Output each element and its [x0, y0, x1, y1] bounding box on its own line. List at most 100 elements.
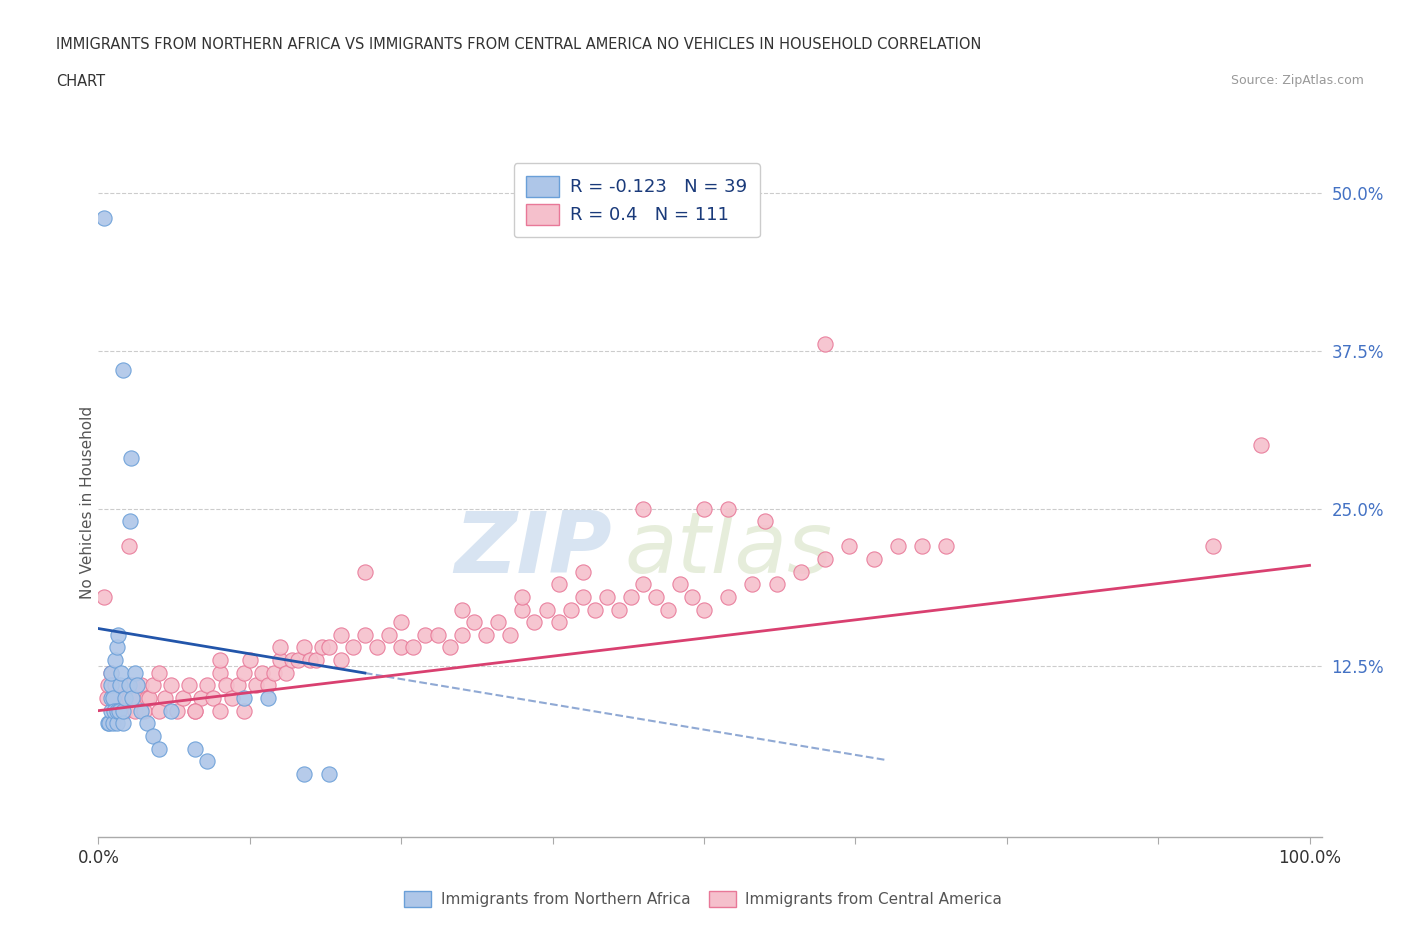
Point — [402, 640, 425, 655]
Point — [135, 716, 157, 731]
Point — [389, 640, 412, 655]
Point — [911, 539, 934, 554]
Point — [111, 362, 134, 377]
Point — [450, 628, 472, 643]
Point — [124, 665, 146, 680]
Point — [121, 691, 143, 706]
Point — [101, 716, 124, 731]
Point — [232, 703, 254, 718]
Point — [190, 691, 212, 706]
Point — [862, 551, 884, 566]
Text: Source: ZipAtlas.com: Source: ZipAtlas.com — [1230, 74, 1364, 87]
Point — [292, 766, 315, 781]
Point — [378, 628, 401, 643]
Point — [572, 590, 595, 604]
Point — [142, 678, 165, 693]
Point — [197, 753, 219, 768]
Point — [153, 691, 176, 706]
Point — [226, 678, 249, 693]
Point — [172, 691, 194, 706]
Legend: Immigrants from Northern Africa, Immigrants from Central America: Immigrants from Northern Africa, Immigra… — [398, 884, 1008, 913]
Text: IMMIGRANTS FROM NORTHERN AFRICA VS IMMIGRANTS FROM CENTRAL AMERICA NO VEHICLES I: IMMIGRANTS FROM NORTHERN AFRICA VS IMMIG… — [56, 37, 981, 52]
Point — [366, 640, 388, 655]
Point — [287, 653, 309, 668]
Point — [269, 640, 291, 655]
Point — [120, 450, 142, 465]
Point — [127, 678, 149, 693]
Point — [439, 640, 461, 655]
Point — [138, 691, 160, 706]
Point — [311, 640, 333, 655]
Point — [100, 678, 122, 693]
Point — [97, 716, 120, 731]
Point — [111, 716, 134, 731]
Point — [232, 665, 254, 680]
Point — [100, 665, 122, 680]
Point — [354, 565, 377, 579]
Point — [179, 678, 201, 693]
Point — [717, 501, 740, 516]
Point — [110, 665, 132, 680]
Point — [197, 678, 219, 693]
Point — [105, 703, 128, 718]
Text: atlas: atlas — [624, 508, 832, 591]
Point — [107, 628, 129, 643]
Point — [148, 741, 170, 756]
Point — [486, 615, 509, 630]
Point — [681, 590, 703, 604]
Point — [118, 691, 141, 706]
Point — [184, 703, 207, 718]
Point — [118, 678, 141, 693]
Point — [1201, 539, 1223, 554]
Point — [450, 602, 472, 617]
Point — [292, 640, 315, 655]
Point — [329, 653, 352, 668]
Point — [202, 691, 225, 706]
Point — [693, 501, 716, 516]
Point — [148, 665, 170, 680]
Text: ZIP: ZIP — [454, 508, 612, 591]
Point — [250, 665, 273, 680]
Point — [583, 602, 606, 617]
Point — [633, 501, 655, 516]
Point — [111, 691, 134, 706]
Point — [114, 703, 136, 718]
Point — [354, 628, 377, 643]
Text: CHART: CHART — [56, 74, 105, 89]
Point — [104, 678, 127, 693]
Point — [644, 590, 666, 604]
Point — [263, 665, 285, 680]
Point — [101, 691, 124, 706]
Point — [129, 703, 152, 718]
Point — [118, 539, 141, 554]
Point — [523, 615, 546, 630]
Point — [184, 741, 207, 756]
Point — [114, 691, 136, 706]
Point — [214, 678, 236, 693]
Point — [93, 590, 115, 604]
Point — [110, 691, 132, 706]
Point — [305, 653, 328, 668]
Point — [124, 703, 146, 718]
Point — [299, 653, 322, 668]
Point — [281, 653, 304, 668]
Point — [499, 628, 522, 643]
Point — [838, 539, 860, 554]
Point — [221, 691, 243, 706]
Point — [547, 577, 569, 591]
Point — [463, 615, 485, 630]
Point — [318, 766, 340, 781]
Point — [93, 210, 115, 225]
Point — [105, 716, 128, 731]
Point — [166, 703, 188, 718]
Point — [208, 665, 231, 680]
Point — [96, 691, 118, 706]
Point — [887, 539, 910, 554]
Point — [208, 703, 231, 718]
Point — [104, 653, 127, 668]
Point — [184, 703, 207, 718]
Point — [118, 513, 141, 528]
Point — [741, 577, 763, 591]
Point — [100, 665, 122, 680]
Point — [607, 602, 630, 617]
